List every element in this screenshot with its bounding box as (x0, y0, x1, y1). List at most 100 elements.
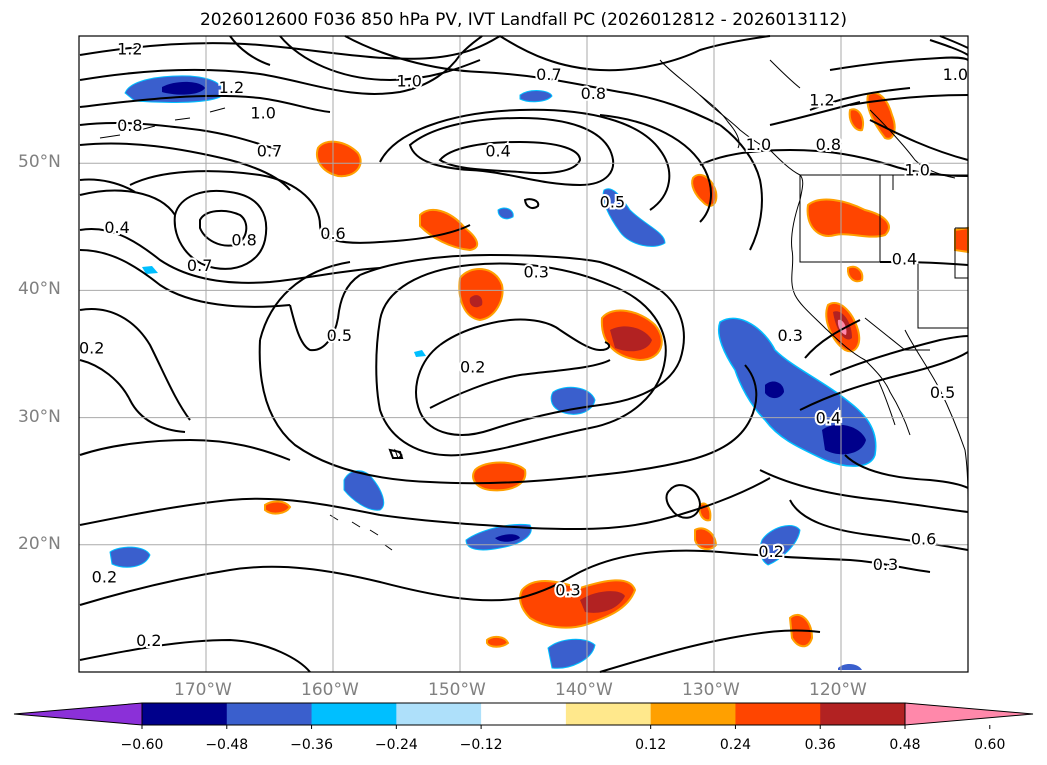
neg-anomaly (519, 90, 553, 103)
lon-label: 170°W (174, 680, 232, 700)
contour-label: 0.2 (92, 568, 117, 587)
colorbar-segment (650, 703, 736, 725)
lon-label: 130°W (682, 680, 740, 700)
pos-anomaly-core (580, 591, 625, 613)
contour-label: 0.4 (104, 218, 129, 237)
colorbar-segment (396, 703, 482, 725)
contour-label: 0.3 (873, 555, 898, 574)
colorbar-tick-label: −0.12 (459, 737, 503, 753)
contour-label: 0.8 (816, 135, 841, 154)
contour-label: 1.2 (117, 40, 142, 59)
colorbar-tick-label: −0.60 (120, 737, 164, 753)
pos-anomaly (846, 265, 864, 283)
pos-anomaly (472, 461, 527, 492)
contour-label: 0.7 (536, 65, 561, 84)
pos-anomaly (419, 208, 479, 252)
colorbar-frame (141, 702, 906, 726)
lon-label: 140°W (555, 680, 613, 700)
colorbar-segment (820, 703, 906, 725)
contour-label: 1.2 (809, 91, 834, 110)
colorbar-tick-label: 0.48 (889, 737, 921, 753)
contour-label: 0.4 (892, 250, 917, 269)
pos-anomaly (486, 635, 510, 648)
neg-anomaly-core (822, 424, 866, 455)
colorbar-tick-label: −0.24 (374, 737, 418, 753)
colorbar-segment (226, 703, 313, 725)
neg-anomaly-core (162, 81, 205, 95)
pos-anomaly (694, 527, 718, 551)
pv-contours (79, 35, 969, 673)
contour-label: 1.0 (250, 103, 275, 122)
map-title: 2026012600 F036 850 hPa PV, IVT Landfall… (199, 10, 847, 30)
contour-label: 0.2 (460, 358, 485, 377)
map-content: 1.2 1.2 1.0 1.0 0.8 0.7 0.7 0.8 0.4 0.5 0.4 0.8 0.7 0… (77, 35, 970, 673)
contour-label: 1.2 (219, 78, 244, 97)
neg-anomaly (109, 546, 151, 568)
pos-anomaly (954, 226, 969, 254)
colorbar-segment (142, 703, 228, 725)
contour-label: 0.2 (758, 542, 783, 561)
lat-label: 30°N (18, 406, 61, 427)
contour-label: 0.7 (257, 141, 282, 160)
colorbar-tick-label: −0.36 (290, 737, 333, 753)
pos-anomaly-max (837, 319, 847, 335)
pos-anomaly-core (469, 295, 483, 308)
contour-label: 0.5 (930, 383, 955, 402)
contour-label: 1.0 (396, 72, 421, 91)
pos-anomaly (458, 268, 504, 322)
neg-anomaly (343, 470, 385, 511)
lat-label: 20°N (18, 533, 61, 554)
contour-label: 0.2 (79, 339, 104, 358)
contour-label: 0.3 (777, 326, 802, 345)
colorbar-segment (565, 703, 652, 725)
pos-anomaly (866, 92, 896, 140)
colorbar-tick-label: 0.24 (719, 737, 752, 753)
colorbar-segment (481, 703, 567, 725)
pv-shading (109, 75, 969, 670)
contour-label: 0.8 (231, 231, 256, 250)
colorbar-extend-low (13, 702, 143, 726)
colorbar-tick-label: −0.48 (205, 737, 249, 753)
pos-anomaly (806, 198, 890, 238)
lat-label: 40°N (18, 279, 61, 300)
colorbar (13, 702, 1034, 729)
neg-anomaly (550, 386, 596, 415)
map-grid (79, 36, 968, 672)
colorbar-segment (311, 703, 397, 725)
pos-anomaly (264, 500, 292, 515)
contour-label: 1.0 (943, 65, 968, 84)
contour-label: 1.0 (746, 135, 771, 154)
contour-label: 0.4 (485, 141, 510, 160)
neg-anomaly (602, 188, 666, 247)
lon-label: 160°W (301, 680, 359, 700)
map-frame (78, 35, 969, 673)
contour-labels: 1.2 1.2 1.0 1.0 0.8 0.7 0.7 0.8 0.4 0.5 0.4 0.8 0.7 0… (77, 38, 970, 652)
neg-anomaly (142, 266, 158, 274)
pos-anomaly (691, 173, 718, 207)
contour-label: 0.5 (600, 192, 625, 211)
contour-label: 0.3 (523, 262, 548, 281)
neg-anomaly (497, 207, 514, 220)
contour-label: 0.8 (117, 116, 142, 135)
pos-anomaly-core (610, 326, 652, 352)
contour-label: 0.5 (327, 326, 352, 345)
contour-label: 0.6 (911, 529, 936, 548)
neg-anomaly (838, 664, 862, 670)
contour-label: 0.2 (136, 631, 161, 650)
lon-label: 150°W (428, 680, 486, 700)
contour-label: 0.3 (555, 580, 580, 599)
contour-label: 0.4 (816, 409, 841, 428)
colorbar-tick-label: 0.36 (804, 737, 836, 753)
neg-anomaly-core (765, 381, 784, 399)
contour-label: 0.6 (320, 224, 345, 243)
neg-anomaly-core (495, 534, 520, 542)
colorbar-extend-high (904, 702, 1034, 726)
lon-label: 120°W (809, 680, 867, 700)
colorbar-segment (735, 703, 821, 725)
pos-anomaly (316, 140, 362, 178)
colorbar-tick-label: 0.12 (635, 737, 667, 753)
colorbar-tick-label: 0.60 (974, 737, 1006, 753)
contour-label: 0.7 (187, 256, 212, 275)
neg-anomaly (547, 638, 596, 669)
